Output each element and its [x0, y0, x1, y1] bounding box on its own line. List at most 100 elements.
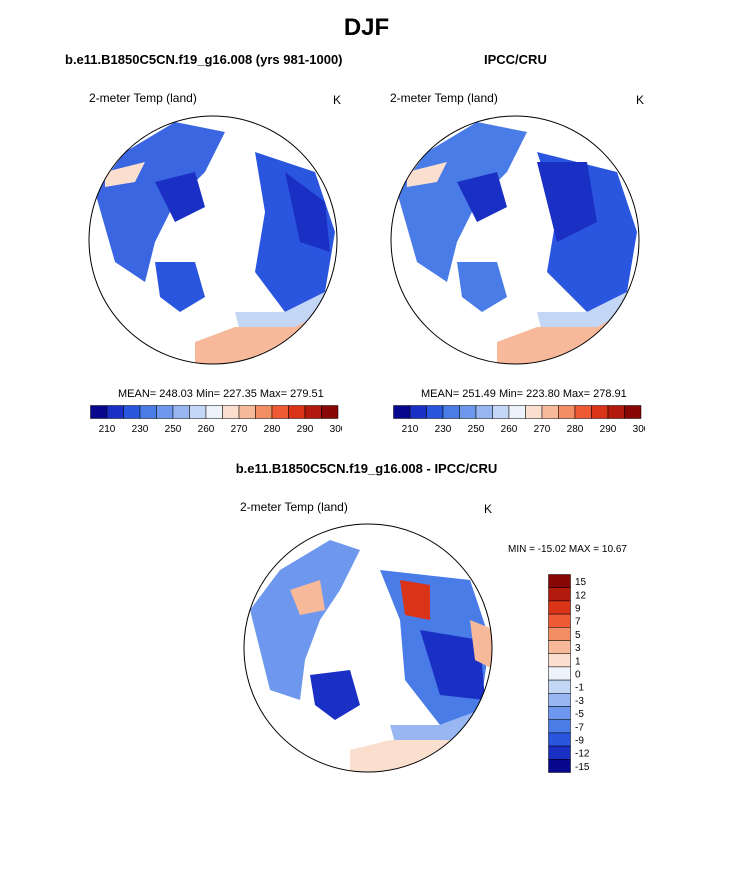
- panel2-colorbar-box: [574, 405, 592, 419]
- panel3-colorbar-tick-label: 1: [575, 656, 581, 667]
- panel3-polar-map: [243, 523, 493, 773]
- panel2-colorbar-tick-label: 210: [402, 424, 419, 435]
- panel3-colorbar-box: [548, 679, 571, 694]
- panel3-region-warm-patch-east: [470, 620, 492, 670]
- panel1-colorbar-boxes: [90, 405, 339, 419]
- panel1-title: b.e11.B1850C5CN.f19_g16.008 (yrs 981-100…: [65, 52, 343, 67]
- panel3-colorbar-box: [548, 706, 571, 720]
- panel2-colorbar-box: [624, 405, 642, 419]
- panel1-colorbar-box: [255, 405, 273, 419]
- panel3-colorbar-tick-label: -12: [575, 749, 590, 760]
- panel3-colorbar-box: [548, 759, 571, 773]
- panel3-colorbar-tick-label: 5: [575, 630, 581, 641]
- panel1-colorbar-box: [139, 405, 157, 419]
- panel2-colorbar-box: [492, 405, 510, 419]
- panel1-colorbar-tick-label: 260: [198, 424, 215, 435]
- panel3-units-label: K: [484, 502, 493, 516]
- panel1-polar-map: [88, 115, 338, 365]
- panel2-colorbar-box: [459, 405, 477, 419]
- panel3-colorbar-boxes: [548, 574, 571, 773]
- panel2-colorbar-box: [442, 405, 460, 419]
- panel3-colorbar-tick-label: 12: [575, 590, 587, 601]
- panel3-colorbar-tick-label: -9: [575, 736, 584, 747]
- panel1-colorbar-box: [205, 405, 223, 419]
- panel3-colorbar-box: [548, 732, 571, 747]
- panel3-colorbar-tick-label: 0: [575, 670, 581, 681]
- panel1-colorbar-tick-label: 250: [165, 424, 182, 435]
- panel1-stats: MEAN= 248.03 Min= 227.35 Max= 279.51: [118, 388, 324, 400]
- panel3-colorbar-box: [548, 653, 571, 668]
- panel2-units-label: K: [636, 93, 645, 107]
- panel2-colorbar-box: [525, 405, 543, 419]
- panel1-region-siberia: [255, 152, 335, 312]
- main-title: DJF: [343, 14, 390, 41]
- panel3-colorbar-box: [548, 587, 571, 602]
- panel3-colorbar-tick-label: 15: [575, 577, 587, 588]
- panel1-colorbar-box: [222, 405, 240, 419]
- panel2-polar-map: [390, 115, 640, 365]
- panel1-colorbar-box: [304, 405, 322, 419]
- panel3-colorbar-box: [548, 666, 571, 681]
- panel2-colorbar-tick-label: 270: [534, 424, 551, 435]
- panel1-units-label: K: [333, 93, 342, 107]
- panel2-colorbar-box: [591, 405, 609, 419]
- panel2-region-pacific-coast: [407, 162, 447, 187]
- panel3-colorbar-tick-label: -1: [575, 683, 584, 694]
- panel2-region-central-siberia: [537, 162, 597, 242]
- panel2-colorbar-tick-label: 250: [468, 424, 485, 435]
- panel3-stats: MIN = -15.02 MAX = 10.67: [508, 544, 627, 555]
- panel2-colorbar-box: [508, 405, 526, 419]
- panel1-region-east-siberia: [285, 172, 330, 252]
- panel2-colorbar-tick-label: 260: [501, 424, 518, 435]
- panel1-colorbar-box: [189, 405, 207, 419]
- panel1-colorbar-box: [123, 405, 141, 419]
- panel1-region-arctic-islands: [155, 172, 205, 222]
- panel2-colorbar-box: [607, 405, 625, 419]
- panel1-map-boundary: [88, 115, 338, 365]
- panel1-colorbar-box: [271, 405, 289, 419]
- panel3-colorbar-tick-label: 9: [575, 604, 581, 615]
- panel2-colorbar-tick-label: 290: [600, 424, 617, 435]
- panel1-region-greenland: [155, 262, 205, 312]
- panel3-colorbar-box: [548, 600, 571, 615]
- panel1-colorbar-box: [321, 405, 339, 419]
- panel2-variable-label: 2-meter Temp (land): [390, 91, 498, 105]
- panel3-region-cold-core: [420, 630, 485, 700]
- panel2-region-greenland: [457, 262, 507, 312]
- panel3-colorbar-tick-label: -7: [575, 722, 584, 733]
- panel1-colorbar-box: [238, 405, 256, 419]
- panel3-region-warm-patch-west: [290, 580, 325, 615]
- panel1-colorbar-box: [172, 405, 190, 419]
- panel1-colorbar-tick-label: 230: [132, 424, 149, 435]
- panel3-colorbar-tick-label: 3: [575, 643, 581, 654]
- panel2-region-north-america: [397, 122, 527, 282]
- panel1-region-north-america: [95, 122, 225, 282]
- panel1-colorbar-ticks: 210 230 250 260 270 280 290 300: [99, 424, 342, 435]
- panel1-colorbar-box: [156, 405, 174, 419]
- panel1-colorbar-box: [90, 405, 108, 419]
- panel3-colorbar-box: [548, 640, 571, 654]
- panel3-colorbar-tick-label: -15: [575, 762, 590, 773]
- panel3-title: b.e11.B1850C5CN.f19_g16.008 - IPCC/CRU: [235, 461, 498, 476]
- panel2-colorbar-tick-label: 300: [633, 424, 645, 435]
- panel3-colorbar-tick-label: 7: [575, 617, 581, 628]
- panel2-colorbar-box: [475, 405, 493, 419]
- panel3-colorbar-ticks: 15 12 9 7 5 3 1 0 -1 -3 -5 -7 -9 -12 -15: [575, 577, 590, 773]
- panel2-colorbar-ticks: 210 230 250 260 270 280 290 300: [402, 424, 645, 435]
- panel1-colorbar-tick-label: 300: [330, 424, 342, 435]
- panel2-colorbar-box: [558, 405, 576, 419]
- panel3-colorbar-box: [548, 719, 571, 734]
- panel3-colorbar-box: [548, 627, 571, 641]
- panel2-colorbar-box: [393, 405, 411, 419]
- panel2-colorbar-boxes: [393, 405, 642, 419]
- panel2-map-boundary: [390, 115, 640, 365]
- panel3-colorbar: 15 12 9 7 5 3 1 0 -1 -3 -5 -7 -9 -12 -15: [548, 574, 590, 773]
- panel3-map-boundary: [243, 523, 493, 773]
- panel1-colorbar-tick-label: 210: [99, 424, 116, 435]
- panel3-colorbar-box: [548, 574, 571, 588]
- panel1-region-pacific-coast: [105, 162, 145, 187]
- panel1-colorbar-tick-label: 270: [231, 424, 248, 435]
- panel1-colorbar: 210 230 250 260 270 280 290 300: [90, 405, 342, 435]
- panel3-variable-label: 2-meter Temp (land): [240, 500, 348, 514]
- panel2-region-arctic-islands: [457, 172, 507, 222]
